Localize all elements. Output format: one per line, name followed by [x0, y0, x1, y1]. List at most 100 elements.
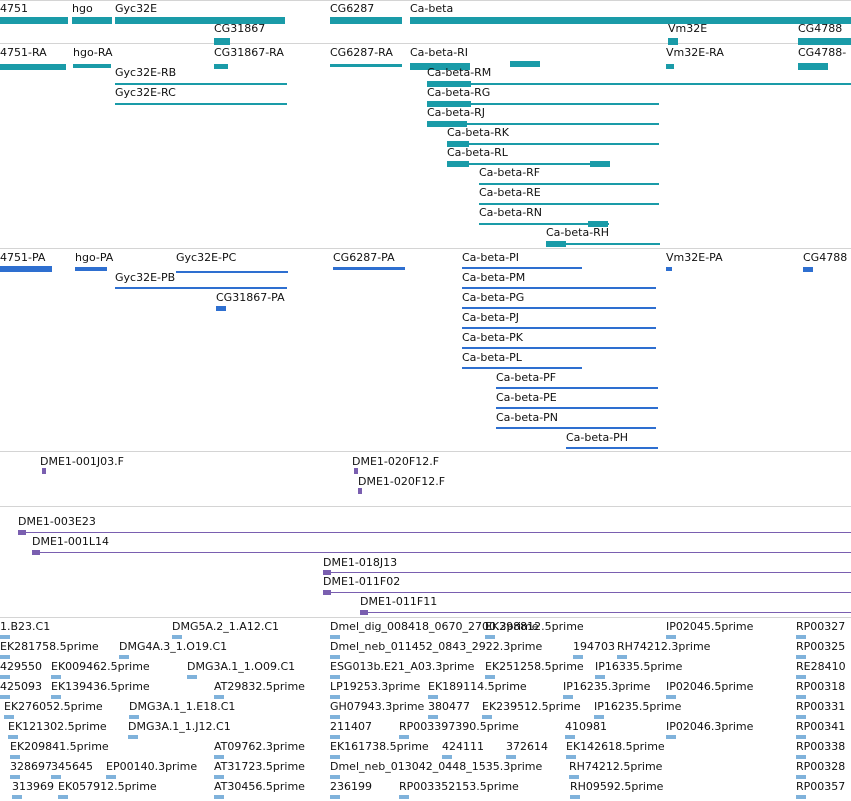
transcript-label[interactable]: Ca-beta-RI [410, 46, 469, 59]
est-label[interactable]: Dmel_neb_013042_0448_1535.3prime [330, 760, 543, 773]
est-glyph[interactable] [330, 795, 340, 799]
est-label[interactable]: 1.B23.C1 [0, 620, 51, 633]
est-label[interactable]: 211407 [330, 720, 372, 733]
est-label[interactable]: EK209841.5prime [10, 740, 109, 753]
est-label[interactable]: EP00140.3prime [106, 760, 198, 773]
protein-glyph[interactable] [666, 267, 672, 271]
clone-label[interactable]: DME1-003E23 [18, 515, 96, 528]
est-label[interactable]: 425093 [0, 680, 42, 693]
est-label[interactable]: Dmel_neb_011452_0843_2922.3prime [330, 640, 543, 653]
est-glyph[interactable] [330, 675, 340, 679]
exon-block[interactable] [427, 81, 471, 87]
est-label[interactable]: 194703 [573, 640, 615, 653]
transcript-label[interactable]: hgo-RA [73, 46, 113, 59]
est-glyph[interactable] [796, 755, 806, 759]
est-glyph[interactable] [119, 655, 129, 659]
est-glyph[interactable] [796, 775, 806, 779]
transcript-label[interactable]: Ca-beta-RH [546, 226, 610, 239]
est-label[interactable]: EK057912.5prime [58, 780, 157, 793]
est-glyph[interactable] [10, 755, 20, 759]
transcript-glyph[interactable] [546, 243, 660, 245]
protein-glyph[interactable] [462, 267, 582, 269]
protein-label[interactable]: Ca-beta-PE [496, 391, 557, 404]
clone-line[interactable] [323, 572, 851, 573]
protein-glyph[interactable] [566, 447, 658, 449]
est-label[interactable]: EK298812.5prime [485, 620, 584, 633]
exon-block[interactable] [510, 61, 540, 67]
exon-block[interactable] [427, 121, 467, 127]
est-label[interactable]: 313969 [12, 780, 54, 793]
protein-label[interactable]: Vm32E-PA [666, 251, 723, 264]
est-glyph[interactable] [330, 775, 340, 779]
clone-end-marker[interactable] [323, 570, 331, 575]
exon-block[interactable] [427, 101, 471, 107]
est-label[interactable]: RP003397390.5prime [399, 720, 519, 733]
gene-glyph[interactable] [668, 38, 678, 45]
protein-glyph[interactable] [0, 266, 52, 272]
est-label[interactable]: DMG3A.1_1.O09.C1 [187, 660, 296, 673]
protein-glyph[interactable] [462, 287, 656, 289]
transcript-label[interactable]: Gyc32E-RB [115, 66, 177, 79]
transcript-glyph[interactable] [0, 64, 66, 70]
est-glyph[interactable] [172, 635, 182, 639]
protein-label[interactable]: CG6287-PA [333, 251, 395, 264]
clone-line[interactable] [323, 592, 851, 593]
est-label[interactable]: EK251258.5prime [485, 660, 584, 673]
est-label[interactable]: AT29832.5prime [214, 680, 305, 693]
transcript-glyph[interactable] [479, 223, 609, 225]
transcript-glyph[interactable] [447, 143, 659, 145]
est-label[interactable]: 236199 [330, 780, 372, 793]
est-glyph[interactable] [428, 695, 438, 699]
est-label[interactable]: EK239512.5prime [482, 700, 581, 713]
transcript-glyph[interactable] [214, 64, 228, 69]
est-glyph[interactable] [214, 755, 224, 759]
est-glyph[interactable] [0, 675, 10, 679]
clone-end-glyph[interactable] [42, 468, 46, 474]
est-label[interactable]: RP00331 [796, 700, 846, 713]
est-glyph[interactable] [399, 795, 409, 799]
est-label[interactable]: IP16235.3prime [563, 680, 651, 693]
est-label[interactable]: IP16235.5prime [594, 700, 682, 713]
est-glyph[interactable] [796, 675, 806, 679]
est-label[interactable]: RP00327 [796, 620, 846, 633]
est-label[interactable]: AT31723.5prime [214, 760, 305, 773]
est-label[interactable]: 410981 [565, 720, 607, 733]
transcript-glyph[interactable] [427, 83, 851, 85]
est-label[interactable]: EK142618.5prime [566, 740, 665, 753]
transcript-label[interactable]: Ca-beta-RE [479, 186, 541, 199]
est-label[interactable]: GH07943.3prime [330, 700, 425, 713]
est-glyph[interactable] [428, 715, 438, 719]
est-glyph[interactable] [565, 735, 575, 739]
protein-label[interactable]: Ca-beta-PI [462, 251, 520, 264]
clone-end-marker[interactable] [360, 610, 368, 615]
gene-label[interactable]: Gyc32E [115, 2, 158, 15]
protein-label[interactable]: Ca-beta-PH [566, 431, 629, 444]
clone-end-glyph[interactable] [354, 468, 358, 474]
est-glyph[interactable] [666, 735, 676, 739]
est-glyph[interactable] [214, 795, 224, 799]
est-label[interactable]: 328697 [10, 760, 52, 773]
clone-label[interactable]: DME1-011F02 [323, 575, 401, 588]
protein-label[interactable]: Ca-beta-PF [496, 371, 557, 384]
est-glyph[interactable] [187, 675, 197, 679]
protein-glyph[interactable] [462, 307, 656, 309]
protein-label[interactable]: Ca-beta-PL [462, 351, 522, 364]
est-label[interactable]: RP00318 [796, 680, 846, 693]
est-label[interactable]: AT09762.3prime [214, 740, 305, 753]
protein-glyph[interactable] [462, 367, 582, 369]
transcript-label[interactable]: CG4788- [798, 46, 847, 59]
protein-glyph[interactable] [462, 347, 656, 349]
est-glyph[interactable] [666, 695, 676, 699]
est-glyph[interactable] [330, 735, 340, 739]
protein-glyph[interactable] [496, 387, 658, 389]
est-label[interactable]: 429550 [0, 660, 42, 673]
est-label[interactable]: EK009462.5prime [51, 660, 150, 673]
gene-glyph[interactable] [214, 38, 230, 45]
transcript-label[interactable]: Ca-beta-RM [427, 66, 492, 79]
est-glyph[interactable] [485, 635, 495, 639]
gene-label[interactable]: 4751 [0, 2, 28, 15]
est-glyph[interactable] [796, 655, 806, 659]
exon-block[interactable] [588, 221, 608, 227]
est-label[interactable]: RP00357 [796, 780, 846, 793]
gene-glyph[interactable] [410, 17, 851, 24]
